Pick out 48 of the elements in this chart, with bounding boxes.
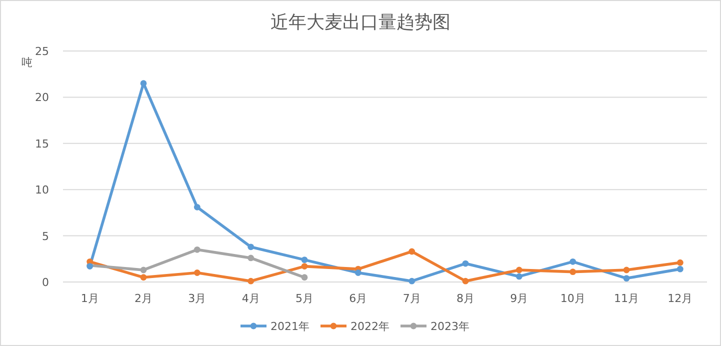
legend-label: 2023年 [430, 320, 470, 333]
y-tick-label: 25 [35, 45, 49, 58]
x-tick-label: 12月 [668, 292, 693, 305]
legend-label: 2022年 [350, 320, 390, 333]
point [516, 273, 522, 280]
point [354, 270, 362, 276]
y-axis-title: 吨 [22, 56, 32, 69]
point [248, 278, 254, 284]
x-tick-label: 9月 [510, 292, 528, 305]
x-tick-label: 5月 [296, 292, 314, 305]
point [140, 266, 147, 274]
point [623, 275, 630, 282]
y-tick-label: 0 [42, 276, 49, 289]
y-tick-label: 20 [35, 91, 49, 104]
point [623, 266, 630, 274]
legend-label: 2021年 [270, 320, 310, 333]
point [248, 254, 254, 262]
point [301, 274, 308, 281]
x-tick-label: 4月 [242, 292, 260, 305]
point [408, 248, 416, 255]
point [301, 263, 308, 270]
point [194, 270, 200, 276]
point [194, 246, 200, 253]
x-tick-label: 6月 [349, 292, 368, 305]
point [408, 278, 416, 284]
y-tick-label: 5 [42, 230, 49, 243]
x-tick-label: 10月 [560, 292, 586, 305]
point [194, 204, 200, 210]
x-tick-label: 1月 [80, 292, 99, 305]
point [140, 274, 147, 281]
chart-title: 近年大麦出口量趋势图 [270, 12, 450, 33]
point [570, 258, 576, 265]
point [140, 80, 147, 87]
point [462, 260, 469, 267]
x-tick-label: 8月 [456, 292, 474, 305]
point [570, 268, 576, 276]
point [516, 266, 522, 274]
y-tick-label: 15 [35, 137, 49, 150]
x-tick-label: 3月 [188, 292, 206, 305]
y-tick-label: 10 [35, 184, 49, 197]
point [676, 266, 684, 272]
point [248, 244, 254, 250]
point [462, 278, 469, 284]
x-tick-label: 11月 [614, 292, 639, 305]
x-tick-label: 7月 [402, 292, 421, 305]
point [676, 259, 684, 266]
x-tick-label: 2月 [134, 292, 152, 305]
point [301, 256, 308, 264]
